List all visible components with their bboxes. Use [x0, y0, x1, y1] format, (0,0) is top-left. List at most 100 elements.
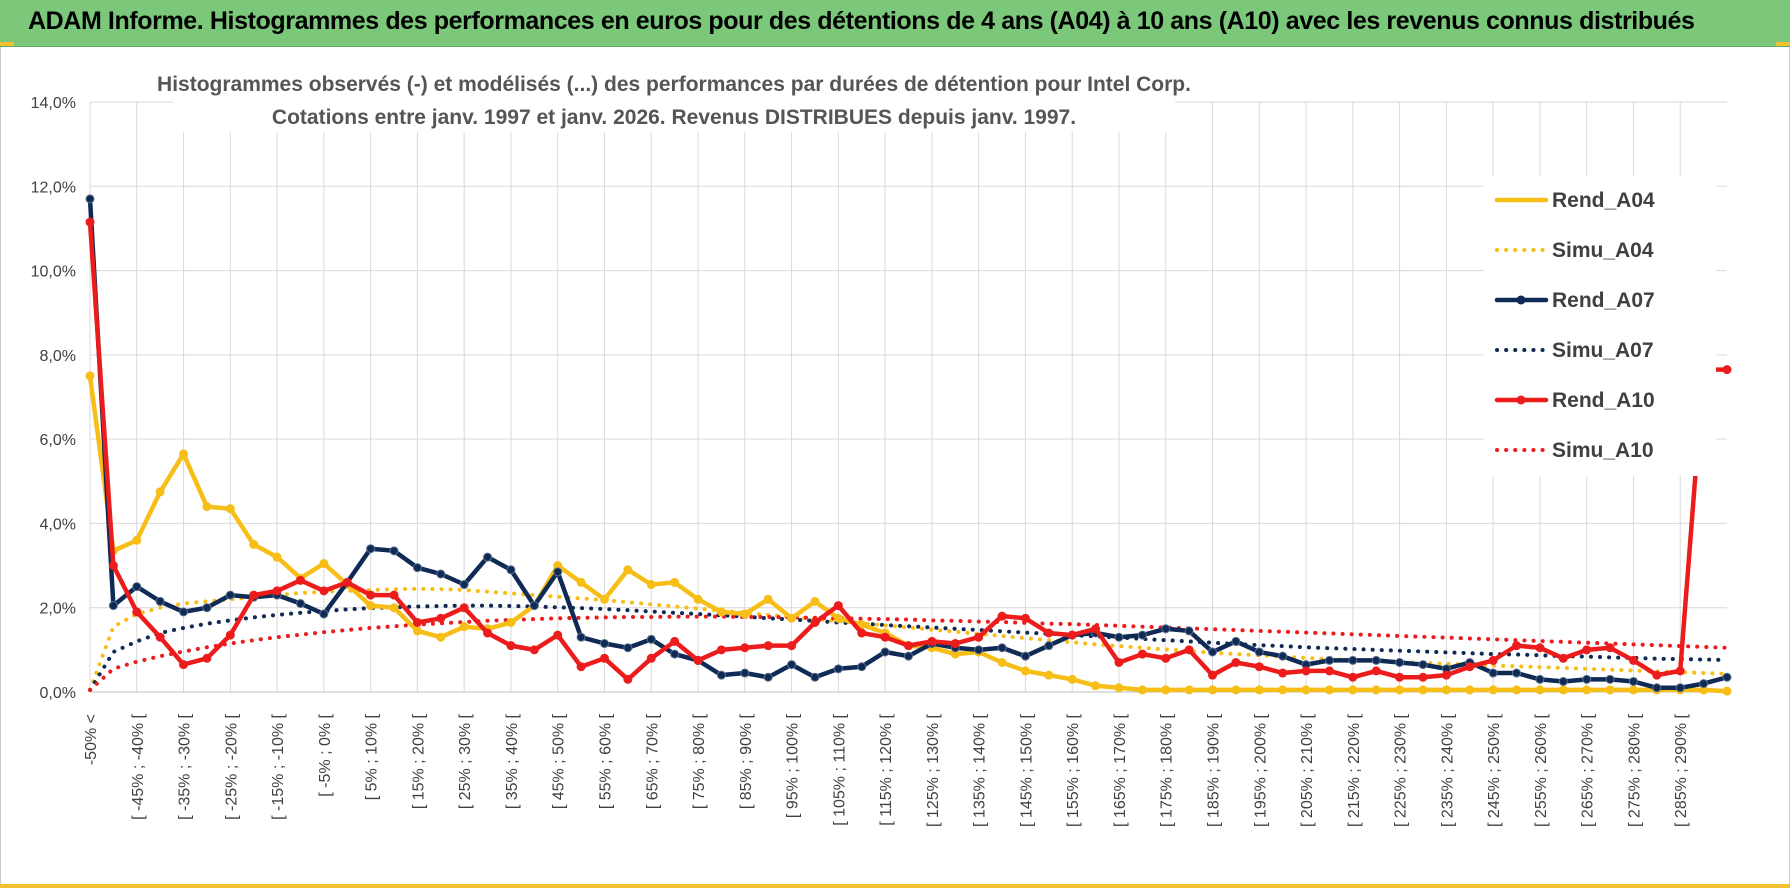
x-tick-label: [ 65% ; 70% [	[644, 713, 661, 809]
data-point-rend_a10	[1231, 658, 1241, 667]
data-point-rend_a10	[646, 653, 656, 663]
data-point-rend_a10	[202, 653, 212, 663]
data-point-rend_a04	[1348, 685, 1358, 695]
data-point-rend_a10	[179, 660, 189, 670]
data-point-rend_a10	[1558, 653, 1568, 663]
data-point-rend_a10	[1675, 666, 1685, 676]
data-point-rend_a04	[1324, 685, 1334, 695]
data-point-rend_a07	[1020, 651, 1030, 661]
data-point-rend_a07	[483, 552, 493, 562]
data-point-rend_a04	[646, 580, 656, 590]
data-point-rend_a10	[272, 586, 282, 596]
data-point-rend_a10	[1324, 666, 1334, 676]
data-point-rend_a10	[576, 662, 586, 672]
data-point-rend_a04	[1184, 685, 1194, 695]
data-point-rend_a04	[1441, 685, 1451, 695]
data-point-rend_a07	[1675, 683, 1685, 693]
data-point-rend_a07	[1161, 624, 1171, 634]
data-point-rend_a07	[623, 643, 633, 653]
data-point-rend_a10	[412, 617, 422, 627]
data-point-rend_a04	[412, 626, 422, 636]
legend-label-simu_a10: Simu_A10	[1552, 439, 1654, 462]
data-point-rend_a07	[1371, 655, 1381, 665]
data-point-rend_a04	[1488, 685, 1498, 695]
data-point-rend_a10	[1301, 666, 1311, 676]
data-point-rend_a07	[1324, 655, 1334, 665]
data-point-rend_a10	[553, 630, 563, 640]
data-point-rend_a07	[319, 609, 329, 619]
x-tick-label: [ 145% ; 150% [	[1018, 713, 1035, 827]
x-tick-label: [ 75% ; 80% [	[691, 713, 708, 809]
data-point-rend_a10	[1465, 662, 1475, 672]
data-point-rend_a04	[389, 603, 399, 613]
footer-accent	[0, 884, 1790, 888]
data-point-rend_a04	[1020, 666, 1030, 676]
data-point-rend_a07	[576, 632, 586, 642]
y-tick-label: 10,0%	[31, 264, 76, 281]
x-tick-label: [ 185% ; 190% [	[1206, 713, 1223, 827]
x-tick-label: [ 265% ; 270% [	[1580, 713, 1597, 827]
data-point-rend_a10	[833, 601, 843, 611]
data-point-rend_a10	[904, 641, 913, 651]
data-point-rend_a10	[1371, 666, 1381, 676]
chart-title-background	[173, 68, 1175, 132]
y-axis-ticks: 0,0% 2,0% 4,0% 6,0% 8,0% 10,0% 12,0% 14,0%	[31, 95, 76, 702]
data-point-rend_a04	[1161, 685, 1171, 695]
data-point-rend_a04	[1605, 685, 1615, 695]
data-point-rend_a10	[927, 636, 937, 646]
data-point-rend_a10	[599, 653, 609, 663]
x-tick-label: [ 215% ; 220% [	[1346, 713, 1363, 827]
data-point-rend_a10	[1652, 670, 1662, 680]
data-point-rend_a04	[763, 594, 773, 604]
data-point-rend_a07	[997, 643, 1007, 653]
legend-marker-rend_a07	[1516, 295, 1526, 305]
data-point-rend_a04	[132, 535, 142, 545]
x-tick-label: [ 205% ; 210% [	[1299, 713, 1316, 827]
x-tick-label: [ 85% ; 90% [	[738, 713, 755, 809]
data-point-rend_a10	[716, 645, 726, 655]
data-point-rend_a04	[1208, 685, 1218, 695]
legend-label-rend_a04: Rend_A04	[1552, 189, 1655, 212]
series-line-rend_a07	[87, 196, 1730, 691]
data-point-rend_a04	[1301, 685, 1311, 695]
data-point-rend_a10	[1535, 643, 1545, 653]
data-point-rend_a07	[85, 194, 95, 204]
data-point-rend_a07	[1558, 676, 1568, 686]
data-point-rend_a10	[319, 586, 329, 596]
data-point-rend_a10	[670, 636, 680, 646]
data-point-rend_a07	[436, 569, 446, 579]
data-point-rend_a07	[179, 607, 189, 617]
data-point-rend_a10	[857, 628, 867, 638]
data-point-rend_a10	[810, 617, 820, 627]
legend-label-rend_a07: Rend_A07	[1552, 289, 1655, 312]
data-point-rend_a07	[1535, 674, 1545, 684]
data-point-rend_a07	[904, 651, 913, 661]
data-point-rend_a04	[1278, 685, 1288, 695]
data-point-rend_a07	[1114, 632, 1124, 642]
data-point-rend_a04	[436, 632, 446, 642]
data-point-rend_a07	[740, 668, 750, 678]
page-title: ADAM Informe. Histogrammes des performan…	[28, 7, 1695, 35]
data-point-rend_a10	[132, 607, 142, 617]
series-lines	[85, 194, 1732, 696]
x-tick-label: [ 45% ; 50% [	[551, 713, 568, 809]
x-tick-label: [ 15% ; 20% [	[410, 713, 427, 809]
data-point-rend_a04	[249, 540, 259, 549]
data-point-rend_a10	[1418, 672, 1428, 682]
data-point-rend_a04	[693, 594, 703, 604]
data-point-rend_a10	[389, 590, 399, 600]
data-point-rend_a10	[225, 630, 235, 640]
data-point-rend_a10	[1044, 628, 1054, 638]
data-point-rend_a07	[880, 647, 890, 657]
data-point-rend_a07	[459, 580, 469, 590]
data-point-rend_a04	[506, 617, 516, 627]
data-point-rend_a07	[974, 645, 984, 655]
data-point-rend_a07	[506, 565, 516, 575]
data-point-rend_a04	[155, 487, 165, 497]
data-point-rend_a10	[249, 590, 259, 600]
x-tick-label: [ -45% ; -40% [	[130, 713, 147, 819]
x-tick-label: [ 245% ; 250% [	[1486, 713, 1503, 827]
data-point-rend_a07	[108, 601, 118, 611]
data-point-rend_a04	[1535, 685, 1545, 695]
data-point-rend_a07	[763, 672, 773, 682]
